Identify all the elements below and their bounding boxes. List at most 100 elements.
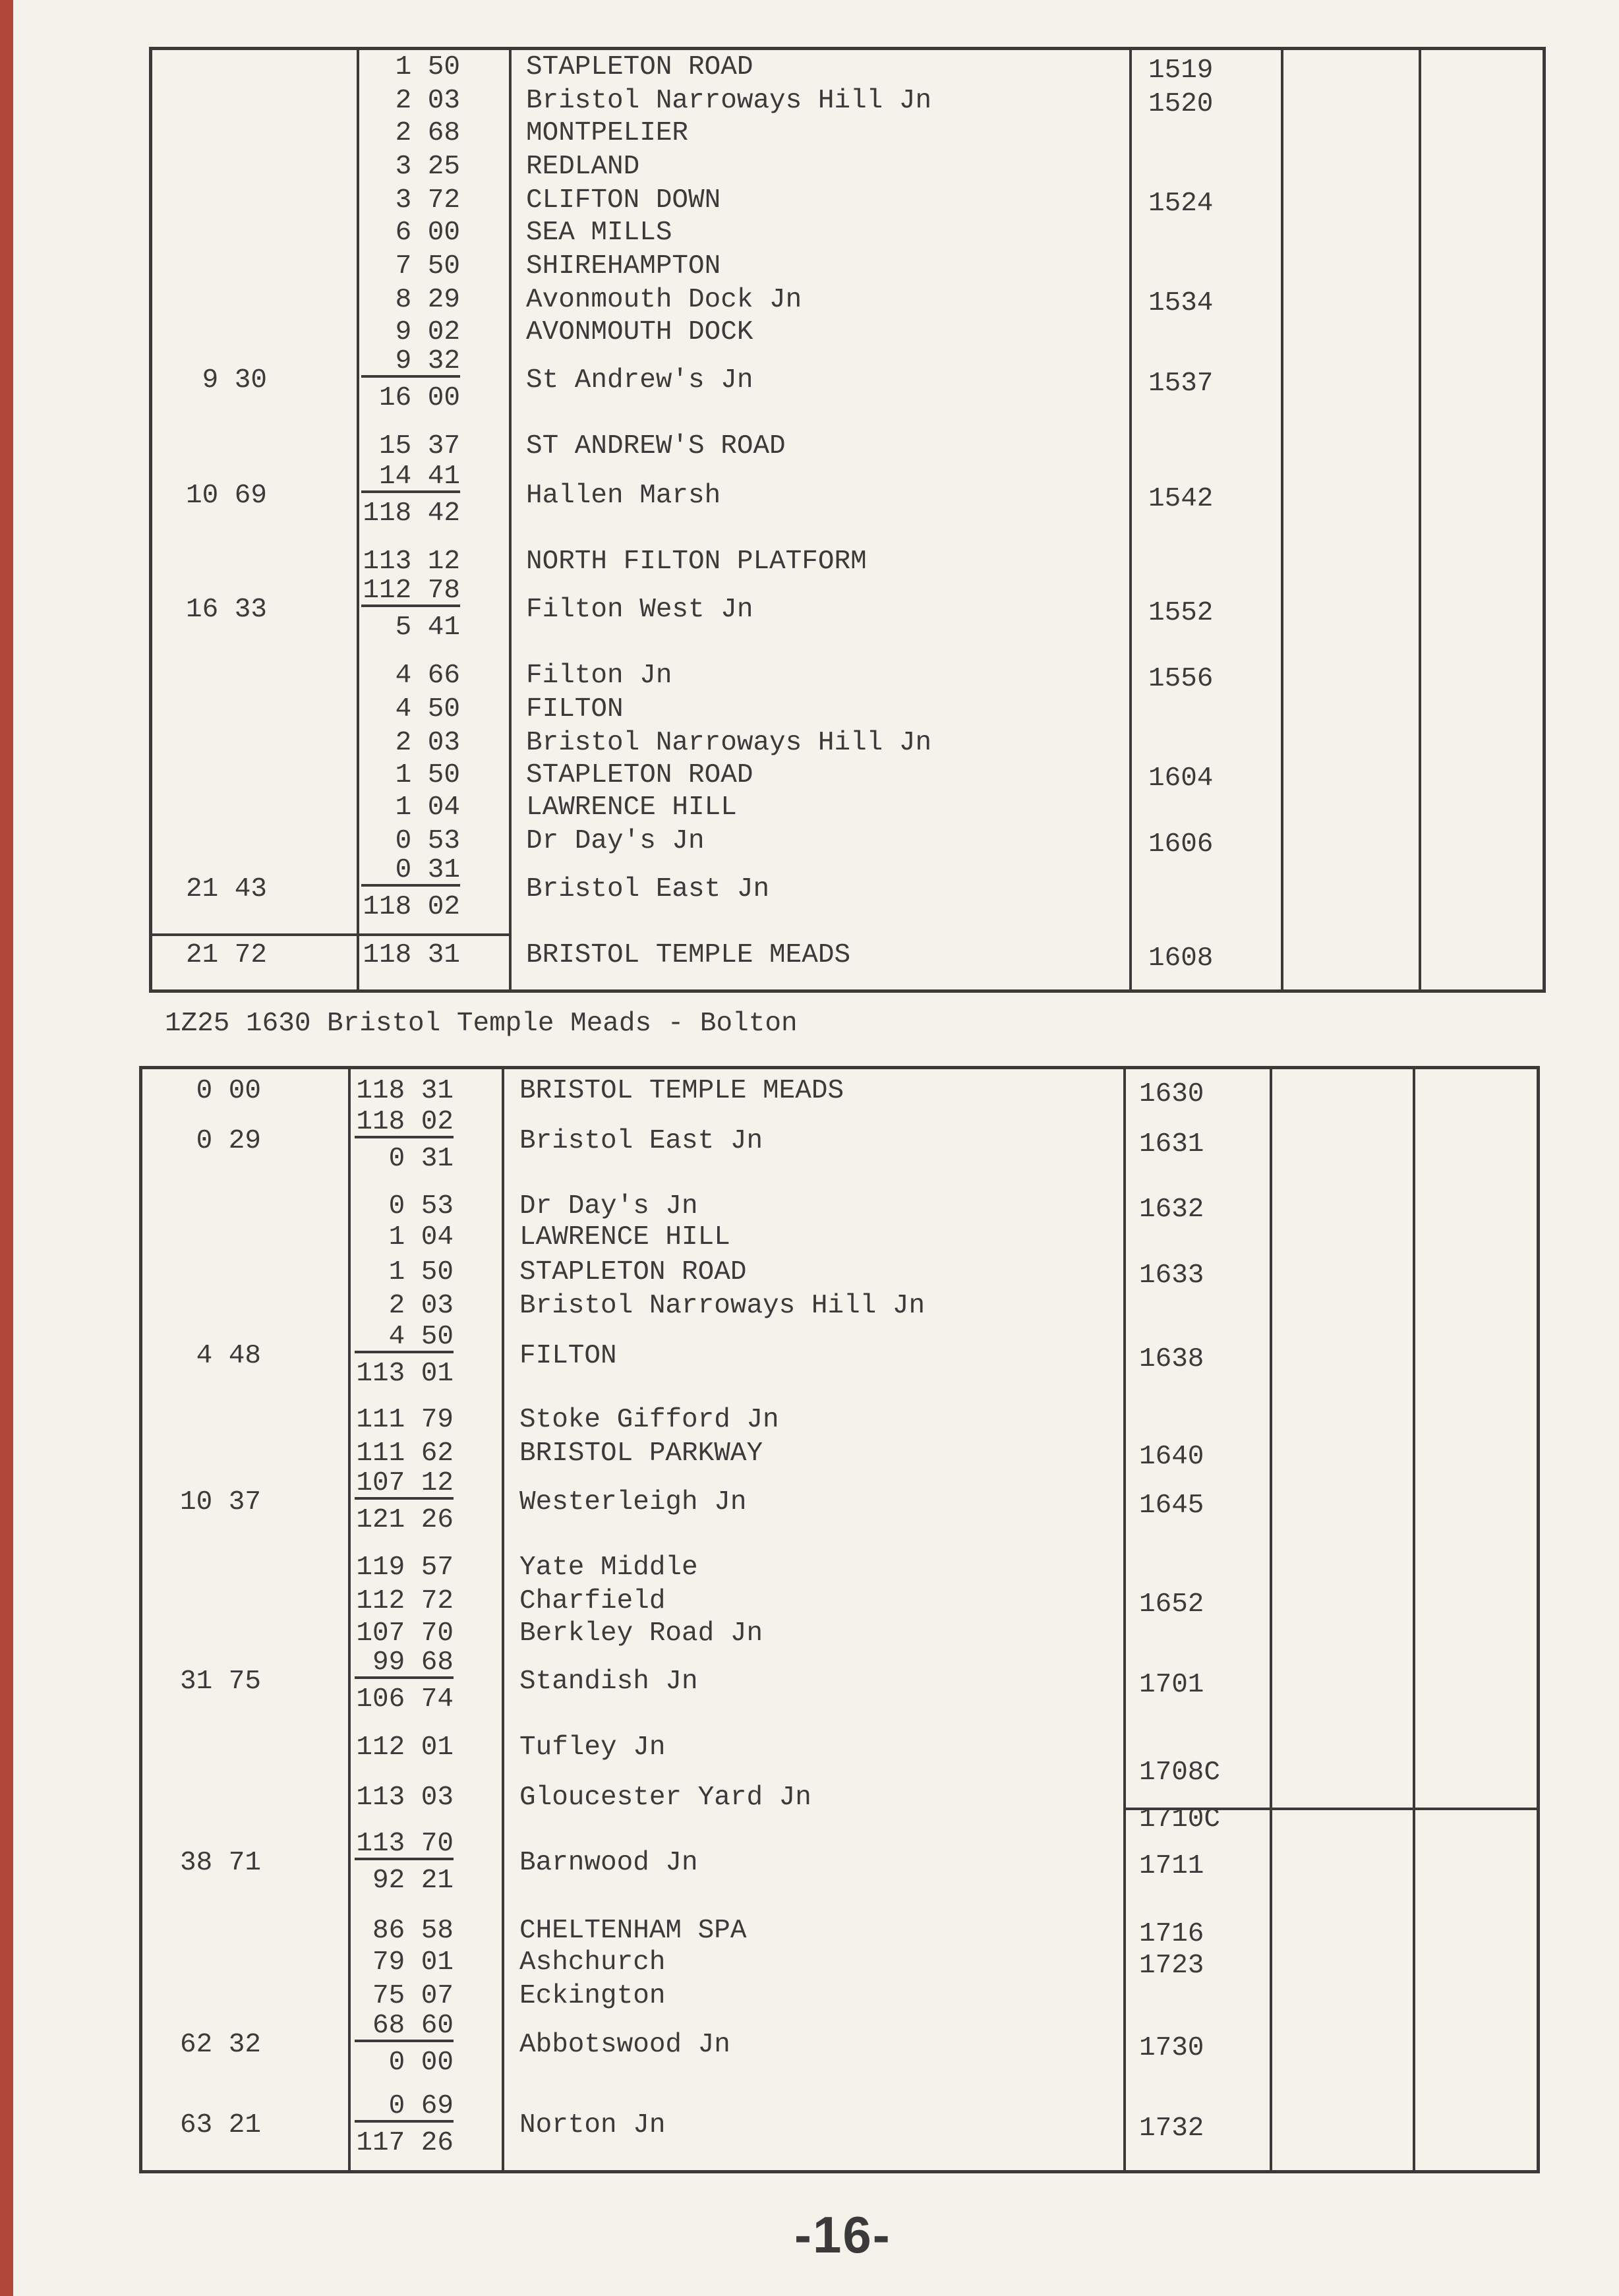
location-name: Charfield	[519, 1586, 666, 1617]
location-name: CHELTENHAM SPA	[519, 1915, 747, 1946]
location-name: Bristol Narroways Hill Jn	[519, 1291, 926, 1322]
passing-time: 1608	[1148, 943, 1214, 974]
mileage: 1 50	[395, 52, 460, 83]
location-name: STAPLETON ROAD	[519, 1257, 747, 1288]
location-name: AVONMOUTH DOCK	[526, 316, 753, 347]
column-divider	[357, 47, 359, 993]
row-divider	[1123, 1808, 1540, 1810]
location-name: Norton Jn	[519, 2109, 666, 2140]
passing-time: 1630	[1139, 1079, 1204, 1110]
cumulative-mileage: 31 75	[179, 1666, 261, 1697]
passing-time: 1701	[1139, 1670, 1204, 1701]
column-divider	[348, 1066, 351, 2173]
location-name: SEA MILLS	[526, 217, 672, 248]
page-edge	[0, 0, 13, 2296]
location-name: CLIFTON DOWN	[526, 185, 721, 216]
passing-time: 1640	[1139, 1442, 1204, 1473]
location-name: BRISTOL TEMPLE MEADS	[519, 1076, 844, 1107]
cumulative-mileage: 0 00	[196, 1076, 261, 1107]
location-name: Bristol Narroways Hill Jn	[526, 728, 932, 759]
mileage-from: 99 68	[355, 1649, 454, 1680]
mileage: 9 02	[395, 316, 460, 347]
location-name: Yate Middle	[519, 1552, 698, 1583]
mileage-to: 16 00	[378, 382, 460, 413]
column-divider	[1413, 1066, 1415, 2173]
mileage: 113 12	[363, 546, 460, 577]
mileage-from: 14 41	[361, 463, 460, 494]
location-name: MONTPELIER	[526, 117, 689, 148]
mileage: 0 53	[395, 825, 460, 856]
mileage: 1 50	[388, 1257, 454, 1288]
cumulative-mileage: 16 33	[185, 595, 267, 626]
passing-time: 1552	[1148, 598, 1214, 629]
location-name: SHIREHAMPTON	[526, 250, 721, 281]
passing-time: 1606	[1148, 829, 1214, 860]
mileage-from: 107 12	[355, 1469, 454, 1500]
location-name: Bristol Narroways Hill Jn	[526, 86, 932, 117]
location-name: Avonmouth Dock Jn	[526, 284, 802, 315]
passing-time: 1652	[1139, 1589, 1204, 1620]
location-name: REDLAND	[526, 151, 640, 182]
mileage: 8 29	[395, 284, 460, 315]
mileage-from: 4 50	[355, 1323, 454, 1353]
location-name: Westerleigh Jn	[519, 1487, 747, 1517]
mileage: 2 03	[395, 728, 460, 759]
mileage-from: 0 31	[361, 856, 460, 887]
cumulative-mileage: 0 29	[196, 1125, 261, 1156]
mileage-to: 0 00	[388, 2047, 454, 2078]
location-name: Abbotswood Jn	[519, 2029, 730, 2060]
location-name: ST ANDREW'S ROAD	[526, 430, 786, 461]
passing-time: 1708C	[1139, 1757, 1221, 1788]
mileage: 6 00	[395, 217, 460, 248]
location-name: Bristol East Jn	[526, 873, 770, 904]
mileage-to: 5 41	[395, 612, 460, 643]
location-name: NORTH FILTON PLATFORM	[526, 546, 867, 577]
mileage-to: 106 74	[356, 1684, 454, 1715]
mileage-to: 113 01	[356, 1358, 454, 1389]
location-name: STAPLETON ROAD	[526, 759, 753, 790]
passing-time: 1711	[1139, 1851, 1204, 1882]
mileage: 118 31	[363, 939, 460, 970]
column-divider	[1270, 1066, 1272, 2173]
location-name: Dr Day's Jn	[526, 825, 705, 856]
mileage-from: 118 02	[355, 1108, 454, 1138]
cumulative-mileage: 63 21	[179, 2109, 261, 2140]
passing-time: 1537	[1148, 368, 1214, 399]
mileage: 1 50	[395, 759, 460, 790]
mileage: 112 72	[356, 1586, 454, 1617]
mileage-from: 0 69	[355, 2092, 454, 2123]
column-divider	[502, 1066, 504, 2173]
location-name: BRISTOL PARKWAY	[519, 1438, 763, 1469]
mileage: 107 70	[356, 1618, 454, 1649]
cumulative-mileage: 38 71	[179, 1848, 261, 1879]
passing-time: 1723	[1139, 1951, 1204, 1982]
location-name: LAWRENCE HILL	[519, 1222, 730, 1252]
location-name: Berkley Road Jn	[519, 1618, 763, 1649]
mileage-to: 118 42	[363, 498, 460, 529]
location-name: Bristol East Jn	[519, 1125, 763, 1156]
passing-time: 1520	[1148, 89, 1214, 120]
mileage: 7 50	[395, 250, 460, 281]
location-name: FILTON	[519, 1340, 617, 1371]
mileage: 4 66	[395, 660, 460, 691]
passing-time-second: 1710C	[1139, 1804, 1221, 1835]
passing-time: 1631	[1139, 1129, 1204, 1160]
passing-time: 1542	[1148, 484, 1214, 515]
passing-time: 1632	[1139, 1194, 1204, 1225]
mileage: 4 50	[395, 694, 460, 725]
column-divider	[1419, 47, 1421, 993]
table-border	[149, 47, 1546, 993]
column-divider	[509, 47, 512, 993]
row-divider	[149, 933, 509, 936]
passing-time: 1638	[1139, 1343, 1204, 1374]
column-divider	[1123, 1066, 1126, 2173]
passing-time: 1604	[1148, 763, 1214, 794]
mileage: 2 03	[395, 86, 460, 117]
passing-time: 1633	[1139, 1260, 1204, 1291]
passing-time: 1519	[1148, 55, 1214, 86]
page-number: -16-	[794, 2206, 891, 2264]
mileage: 111 62	[356, 1438, 454, 1469]
mileage: 0 53	[388, 1191, 454, 1222]
cumulative-mileage: 10 69	[185, 481, 267, 512]
location-name: Dr Day's Jn	[519, 1191, 698, 1222]
